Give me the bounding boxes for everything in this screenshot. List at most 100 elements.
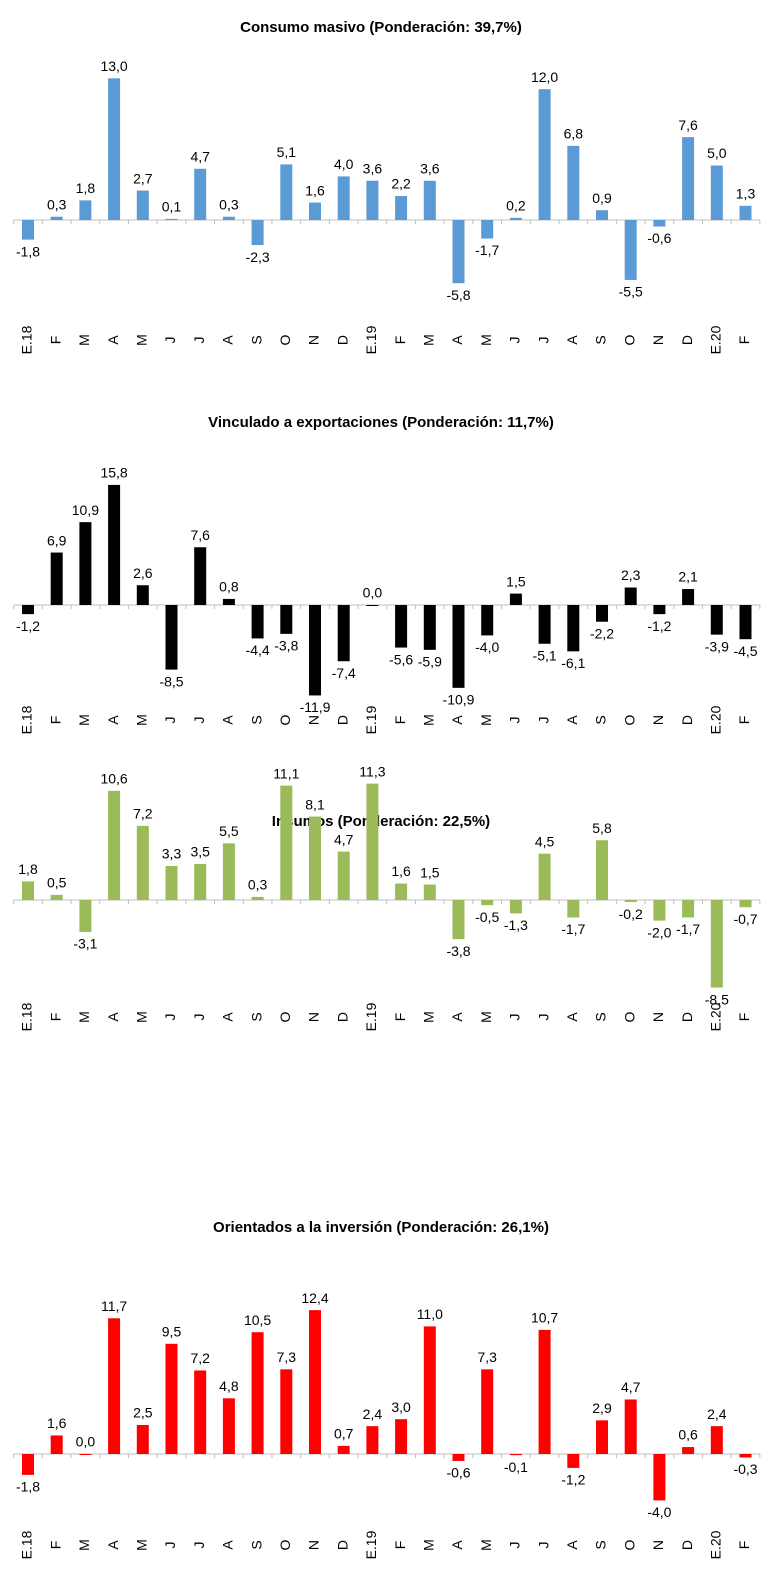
bar [596,1420,608,1454]
bar [108,1318,121,1454]
bar [653,1454,666,1501]
bar [682,900,695,918]
value-label: -4,5 [733,643,757,659]
value-label: 12,0 [531,69,558,85]
value-label: 9,5 [162,1324,182,1340]
value-label: 2,7 [133,170,153,186]
x-tick-label: J [535,1542,551,1549]
bar [653,220,666,227]
value-label: 7,6 [678,117,698,133]
bar [22,605,34,615]
value-label: 5,0 [707,145,727,161]
x-tick-label: O [621,1011,637,1022]
value-label: -8,5 [159,673,183,689]
x-tick-label: D [679,1540,695,1550]
value-label: 5,5 [219,823,239,839]
x-tick-label: A [220,1012,236,1022]
value-label: 2,6 [133,565,153,581]
x-tick-label: O [621,1539,637,1550]
x-tick-label: J [507,717,523,724]
bar [194,1370,207,1454]
value-label: 4,5 [535,833,555,849]
x-tick-label: F [736,1541,752,1550]
value-label: -0,5 [475,909,499,925]
bar [739,205,752,220]
bar [222,843,235,900]
value-label: -5,6 [389,651,413,667]
x-tick-label: E.19 [363,325,379,354]
x-tick-label: D [679,335,695,345]
value-label: 10,9 [72,502,99,518]
x-tick-label: A [220,715,236,725]
bar [366,180,379,220]
value-label: 2,9 [592,1400,612,1416]
x-tick-label: O [621,714,637,725]
x-tick-label: D [334,1012,350,1022]
bar [280,785,293,900]
value-label: -3,8 [274,638,298,654]
x-tick-label: F [392,336,408,345]
value-label: 6,8 [564,126,584,142]
x-tick-label: S [248,715,264,724]
bar [108,790,121,900]
value-label: 0,3 [219,196,239,212]
x-tick-label: A [449,1540,465,1550]
value-label: 0,6 [678,1427,698,1443]
x-tick-label: M [134,1539,150,1551]
bar [136,585,149,605]
value-label: 4,7 [621,1379,641,1395]
x-tick-label: N [306,715,322,725]
bar [22,1454,34,1475]
bar [682,1447,695,1454]
x-tick-label: O [621,334,637,345]
value-label: -1,7 [475,242,499,258]
x-tick-label: O [277,1011,293,1022]
bar [251,1332,264,1454]
x-tick-label: E.20 [708,325,724,354]
x-tick-label: E.18 [19,705,35,734]
value-label: 2,5 [133,1405,153,1421]
x-tick-label: F [47,336,63,345]
x-tick-label: J [535,337,551,344]
chart-title: Consumo masivo (Ponderación: 39,7%) [240,19,522,36]
bar [165,218,178,220]
bar [280,605,293,634]
x-tick-label: M [421,334,437,346]
x-tick-label: J [507,1014,523,1021]
bar [366,1426,379,1454]
x-tick-label: J [162,337,178,344]
bar [194,547,207,605]
bar [79,522,92,605]
bar [337,605,350,662]
value-label: -1,8 [16,1479,40,1495]
x-tick-label: S [248,1540,264,1549]
value-label: 8,1 [305,796,325,812]
bar [452,220,465,284]
value-label: -0,6 [647,230,671,246]
bar [624,900,637,903]
value-label: -1,2 [561,1472,585,1488]
value-label: -3,8 [446,943,470,959]
bar [222,216,235,220]
x-tick-label: F [47,1541,63,1550]
x-tick-label: E.18 [19,1530,35,1559]
bar [309,605,321,696]
bar [538,1329,551,1454]
value-label: 7,3 [277,1349,297,1365]
x-tick-label: N [650,1012,666,1022]
bar [395,1419,408,1454]
value-label: 1,8 [18,861,38,877]
bar [538,605,551,644]
value-label: -1,8 [16,243,40,259]
x-tick-label: A [105,1012,121,1022]
x-tick-label: J [507,1542,523,1549]
bar [22,881,34,900]
bar [739,1454,752,1458]
bar [309,816,321,900]
x-tick-label: A [564,1012,580,1022]
bar [567,900,580,918]
value-label: 11,3 [359,763,385,779]
x-tick-label: S [248,335,264,344]
x-tick-label: J [191,717,207,724]
